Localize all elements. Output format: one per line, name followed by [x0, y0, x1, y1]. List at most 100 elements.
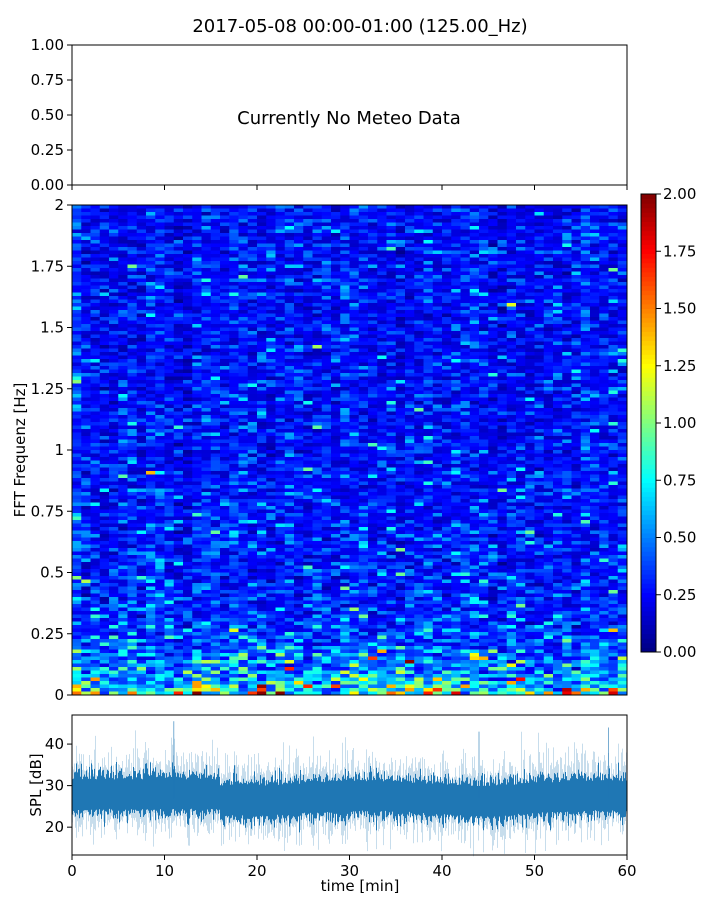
spectrogram-cell [350, 289, 360, 293]
spectrogram-cell [155, 251, 165, 255]
spectrogram-cell [100, 373, 110, 377]
spectrogram-cell [211, 485, 221, 489]
spectrogram-cell [581, 398, 591, 402]
spectrogram-cell [322, 254, 332, 258]
spectrogram-cell [100, 300, 110, 304]
spectrogram-cell [285, 478, 295, 482]
spectrogram-cell [183, 314, 193, 318]
spectrogram-cell [155, 370, 165, 374]
spectrogram-cell [239, 380, 249, 384]
spectrogram-cell [303, 233, 313, 237]
spectrogram-cell [488, 335, 498, 339]
spectrogram-cell [72, 296, 82, 300]
spectrogram-cell [618, 300, 628, 304]
spectrogram-cell [350, 282, 360, 286]
spectrogram-cell [405, 471, 415, 475]
spectrogram-cell [424, 205, 434, 209]
spectrogram-cell [488, 436, 498, 440]
spectrogram-cell [285, 230, 295, 234]
spectrogram-cell [266, 391, 276, 395]
spectrogram-cell [174, 415, 184, 419]
spectrogram-cell [581, 377, 591, 381]
spectrogram-cell [405, 335, 415, 339]
spectrogram-cell [507, 387, 517, 391]
spectrogram-cell [590, 254, 600, 258]
spectrogram-cell [72, 394, 82, 398]
spectrogram-cell [525, 268, 535, 272]
spectrogram-cell [396, 482, 406, 486]
spectrogram-cell [433, 226, 443, 230]
spectrogram-cell [581, 471, 591, 475]
spectrogram-cell [525, 475, 535, 479]
spectrogram-cell [377, 398, 387, 402]
spectrogram-cell [572, 401, 582, 405]
spectrogram-cell [581, 247, 591, 251]
spectrogram-cell [433, 384, 443, 388]
spectrogram-cell [81, 384, 91, 388]
spectrogram-cell [202, 216, 212, 220]
spectrogram-cell [331, 251, 341, 255]
spectrogram-cell [202, 450, 212, 454]
spectrogram-cell [525, 233, 535, 237]
spectrogram-cell [220, 261, 230, 265]
spectrogram-cell [590, 366, 600, 370]
spectrogram-cell [525, 258, 535, 262]
spectrogram-cell [220, 408, 230, 412]
spectrogram-cell [387, 300, 397, 304]
spectrogram-cell [340, 380, 350, 384]
spectrogram-cell [396, 289, 406, 293]
spectrogram-cell [266, 384, 276, 388]
spectrogram-cell [479, 226, 489, 230]
spectrogram-cell [572, 240, 582, 244]
spectrogram-cell [109, 296, 119, 300]
spectrogram-cell [387, 209, 397, 213]
spectrogram-cell [479, 265, 489, 269]
spectrogram-cell [609, 468, 619, 472]
spectrogram-cell [433, 422, 443, 426]
spectrogram-cell [507, 230, 517, 234]
spectrogram-cell [461, 394, 471, 398]
spectrogram-cell [581, 342, 591, 346]
spectrogram-cell [229, 349, 239, 353]
spectrogram-cell [192, 223, 202, 227]
spectrogram-cell [183, 447, 193, 451]
spectrogram-cell [220, 464, 230, 468]
spectrogram-cell [451, 447, 461, 451]
spectrogram-cell [451, 328, 461, 332]
spectrogram-cell [414, 244, 424, 248]
spectrogram-cell [331, 275, 341, 279]
spectrogram-cell [165, 307, 175, 311]
spectrogram-cell [146, 338, 156, 342]
spectrogram-cell [211, 373, 221, 377]
spectrogram-cell [72, 429, 82, 433]
spectrogram-cell [285, 303, 295, 307]
spectrogram-cell [91, 366, 101, 370]
spectrogram-cell [618, 251, 628, 255]
spectrogram-cell [618, 254, 628, 258]
spectrogram-cell [581, 405, 591, 409]
spectrogram-cell [183, 433, 193, 437]
spectrogram-cell [562, 230, 572, 234]
spectrogram-cell [248, 237, 258, 241]
spectrogram-cell [359, 426, 369, 430]
spectrogram-cell [266, 240, 276, 244]
spectrogram-cell [424, 338, 434, 342]
spectrogram-cell [507, 408, 517, 412]
spectrogram-cell [516, 205, 526, 209]
spectrogram-cell [128, 230, 138, 234]
spectrogram-cell [118, 405, 128, 409]
spectrogram-cell [155, 310, 165, 314]
spectrogram-cell [451, 237, 461, 241]
spectrogram-cell [387, 275, 397, 279]
spectrogram-cell [266, 366, 276, 370]
spectrogram-cell [359, 464, 369, 468]
spectrogram-cell [109, 233, 119, 237]
spectrogram-cell [91, 478, 101, 482]
spectrogram-cell [248, 359, 258, 363]
spectrogram-cell [202, 300, 212, 304]
spectrogram-cell [72, 212, 82, 216]
spectrogram-cell [313, 303, 323, 307]
spectrogram-cell [220, 401, 230, 405]
spectrogram-cell [137, 429, 147, 433]
spectrogram-cell [572, 230, 582, 234]
